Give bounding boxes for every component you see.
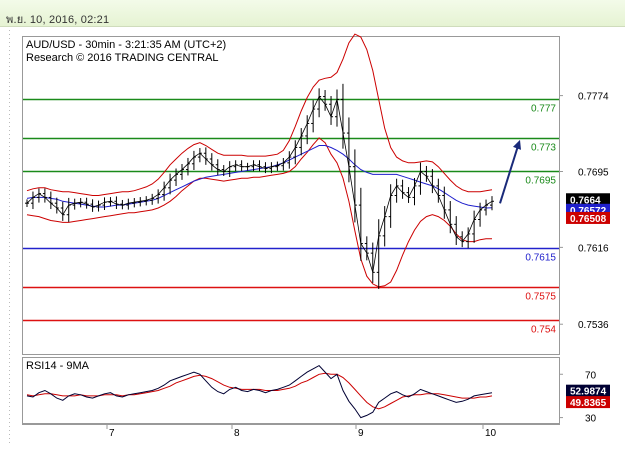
chart-header-line2: Research © 2016 TRADING CENTRAL: [26, 52, 219, 64]
y-tick-label-0.7695: 0.7695: [578, 167, 609, 178]
price-bar: [376, 219, 381, 289]
x-tick-label-10: 10: [485, 428, 497, 439]
price-bar: [215, 159, 220, 176]
price-bar: [418, 162, 423, 195]
lower-band-tag-box: [566, 211, 610, 224]
price-bar: [114, 196, 119, 209]
level-label-0.773: 0.773: [531, 143, 556, 154]
level-label-0.777: 0.777: [531, 104, 556, 115]
price-bar: [162, 181, 167, 201]
price-bar: [233, 160, 238, 172]
rsi-value-tag: 52.9874: [566, 384, 610, 398]
price-bar: [96, 200, 101, 212]
top-bar: พ.ย. 10, 2016, 02:21: [0, 0, 625, 27]
price-bar: [48, 191, 53, 210]
level-label-0.7695: 0.7695: [525, 176, 556, 187]
level-label-0.754: 0.754: [531, 325, 556, 336]
price-bar: [227, 161, 232, 178]
price-bar: [72, 198, 77, 210]
rsi-y-tick-label-70: 70: [585, 370, 597, 381]
price-bars: [25, 83, 494, 289]
price-bar: [257, 160, 262, 172]
price-bar: [209, 153, 214, 171]
last-price-tag-box: [566, 193, 610, 206]
price-bar: [36, 188, 41, 203]
forecast-arrow: [499, 139, 521, 204]
price-bar: [394, 178, 399, 203]
x-tick-label-7: 7: [109, 428, 115, 439]
level-label-0.7615: 0.7615: [525, 253, 556, 264]
price-bar: [358, 187, 363, 261]
rsi-title: RSI14 - 9MA: [26, 360, 90, 372]
price-bar: [168, 173, 173, 195]
price-panel-frame: [22, 36, 560, 355]
forecast-arrow-shaft: [499, 145, 519, 204]
price-bar: [317, 88, 322, 118]
y-axis: 0.7774 0.7695 0.7616 0.7536 0.76640.765720.7…: [559, 92, 610, 425]
price-bar: [281, 157, 286, 171]
rsi-panel-frame: [22, 357, 560, 424]
price-bar: [329, 96, 334, 125]
price-bar: [84, 197, 89, 209]
price-bar: [400, 179, 405, 199]
rsi-lines: [26, 364, 493, 419]
x-tick-label-9: 9: [358, 428, 364, 439]
price-bar: [102, 197, 107, 210]
price-bar: [454, 216, 459, 246]
rsi-ma-value-tag: 49.8365: [566, 396, 610, 409]
rsi-ma-line: [26, 372, 493, 410]
rsi-y-tick-label-30: 30: [585, 414, 597, 425]
timestamp: พ.ย. 10, 2016, 02:21: [6, 14, 110, 26]
price-bar: [203, 147, 208, 165]
price-bar: [60, 201, 65, 221]
price-bar: [239, 160, 244, 172]
bollinger-bands: [26, 33, 493, 288]
y-tick-label-0.7616: 0.7616: [578, 243, 609, 254]
ma-value-tag-label: 0.76572: [570, 206, 607, 217]
level-label-0.7575: 0.7575: [525, 292, 556, 303]
price-bar: [191, 150, 196, 170]
upper-band-line: [26, 33, 493, 196]
price-bar: [156, 189, 161, 204]
rsi-value-tag-box: [566, 384, 610, 397]
rsi-value-tag-label: 52.9874: [570, 387, 607, 398]
price-bar: [293, 140, 298, 165]
price-bar: [346, 117, 351, 183]
price-bar: [388, 184, 393, 228]
price-bar: [197, 148, 202, 163]
last-price-tag: 0.7664: [566, 193, 610, 206]
lower-band-tag: 0.76508: [566, 211, 610, 225]
last-price-tag-label: 0.7664: [570, 195, 601, 206]
price-bar: [185, 157, 190, 176]
price-bar: [42, 188, 47, 203]
rsi-ma-value-tag-label: 49.8365: [570, 398, 607, 409]
price-bar: [430, 169, 435, 194]
x-tick-label-8: 8: [234, 428, 240, 439]
price-bar: [287, 151, 292, 169]
rsi-line: [26, 364, 493, 419]
y-tick-label-0.7774: 0.7774: [578, 92, 609, 103]
y-tick-label-0.7536: 0.7536: [578, 320, 609, 331]
close-line: [26, 95, 493, 273]
x-axis: 7 8 9 10: [106, 424, 497, 439]
price-bar: [352, 149, 357, 223]
chart-header-line1: AUD/USD - 30min - 3:21:35 AM (UTC+2): [26, 39, 226, 51]
lower-band-tag-label: 0.76508: [570, 214, 607, 225]
price-bar: [490, 196, 494, 211]
price-bar: [424, 165, 429, 182]
price-bar: [311, 100, 316, 133]
lower-band-line: [26, 137, 492, 288]
price-bar: [472, 210, 477, 243]
rsi-ma-value-tag-box: [566, 396, 610, 409]
price-bar: [30, 191, 35, 210]
key-levels: 0.777 0.773 0.7695 0.7615 0.7575 0.754: [23, 98, 559, 336]
forecast-arrow-head: [513, 139, 521, 150]
